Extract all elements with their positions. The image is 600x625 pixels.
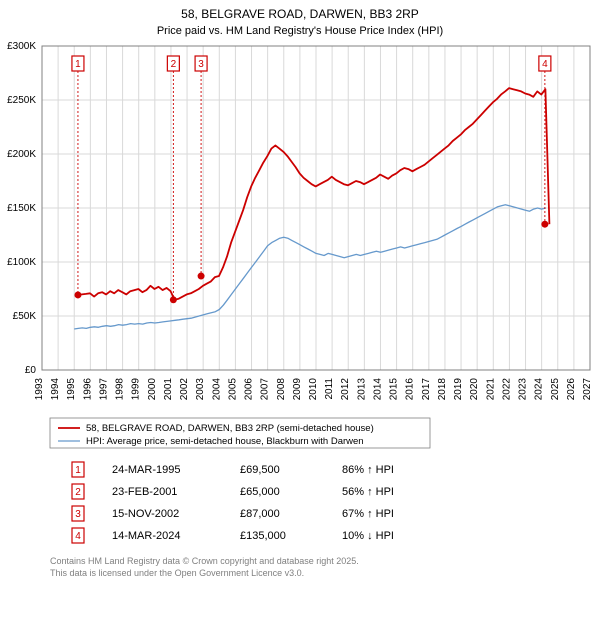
x-tick-label: 1995 bbox=[66, 378, 77, 401]
x-tick-label: 2017 bbox=[421, 378, 432, 401]
x-tick-label: 1998 bbox=[115, 378, 126, 401]
svg-text:3: 3 bbox=[198, 59, 204, 70]
y-tick-label: £200K bbox=[7, 149, 36, 160]
x-tick-label: 2024 bbox=[534, 378, 545, 401]
event-pct: 67% ↑ HPI bbox=[342, 508, 394, 520]
x-tick-label: 2011 bbox=[324, 378, 335, 400]
footer-line: This data is licensed under the Open Gov… bbox=[50, 568, 304, 578]
event-price: £87,000 bbox=[240, 508, 280, 520]
x-tick-label: 2007 bbox=[260, 378, 271, 401]
svg-text:2: 2 bbox=[171, 59, 177, 70]
x-tick-label: 2014 bbox=[372, 378, 383, 401]
chart-title: 58, BELGRAVE ROAD, DARWEN, BB3 2RP bbox=[181, 7, 419, 21]
x-tick-label: 2009 bbox=[292, 378, 303, 401]
x-tick-label: 2003 bbox=[195, 378, 206, 401]
x-tick-label: 2021 bbox=[485, 378, 496, 401]
x-tick-label: 1996 bbox=[82, 378, 93, 401]
x-tick-label: 2004 bbox=[211, 378, 222, 401]
event-pct: 86% ↑ HPI bbox=[342, 464, 394, 476]
x-tick-label: 1993 bbox=[34, 378, 45, 401]
svg-text:3: 3 bbox=[75, 509, 81, 520]
x-tick-label: 2001 bbox=[163, 378, 174, 401]
x-tick-label: 1999 bbox=[131, 378, 142, 401]
y-tick-label: £300K bbox=[7, 41, 36, 52]
y-tick-label: £50K bbox=[13, 311, 37, 322]
svg-text:1: 1 bbox=[75, 465, 81, 476]
x-tick-label: 2020 bbox=[469, 378, 480, 401]
x-tick-label: 2000 bbox=[147, 378, 158, 401]
event-pct: 10% ↓ HPI bbox=[342, 530, 394, 542]
x-tick-label: 2018 bbox=[437, 378, 448, 401]
x-tick-label: 2016 bbox=[405, 378, 416, 401]
svg-text:2: 2 bbox=[75, 487, 81, 498]
x-tick-label: 2006 bbox=[244, 378, 255, 401]
event-date: 24-MAR-1995 bbox=[112, 464, 180, 476]
event-price: £69,500 bbox=[240, 464, 280, 476]
y-tick-label: £250K bbox=[7, 95, 36, 106]
x-tick-label: 2026 bbox=[566, 378, 577, 401]
x-tick-label: 2002 bbox=[179, 378, 190, 401]
event-date: 23-FEB-2001 bbox=[112, 486, 177, 498]
price-dot bbox=[541, 221, 548, 228]
x-tick-label: 2008 bbox=[276, 378, 287, 401]
y-tick-label: £0 bbox=[25, 365, 37, 376]
footer-line: Contains HM Land Registry data © Crown c… bbox=[50, 556, 359, 566]
event-date: 14-MAR-2024 bbox=[112, 530, 180, 542]
event-pct: 56% ↑ HPI bbox=[342, 486, 394, 498]
svg-text:4: 4 bbox=[542, 59, 548, 70]
svg-text:4: 4 bbox=[75, 531, 81, 542]
x-tick-label: 2015 bbox=[389, 378, 400, 401]
x-tick-label: 2027 bbox=[582, 378, 593, 401]
legend-label: 58, BELGRAVE ROAD, DARWEN, BB3 2RP (semi… bbox=[86, 423, 374, 434]
x-tick-label: 1997 bbox=[98, 378, 109, 401]
legend-label: HPI: Average price, semi-detached house,… bbox=[86, 436, 364, 447]
x-tick-label: 2012 bbox=[340, 378, 351, 401]
x-tick-label: 2005 bbox=[227, 378, 238, 401]
x-tick-label: 1994 bbox=[50, 378, 61, 401]
svg-text:1: 1 bbox=[75, 59, 81, 70]
price-dot bbox=[198, 273, 205, 280]
x-tick-label: 2010 bbox=[308, 378, 319, 401]
x-tick-label: 2025 bbox=[550, 378, 561, 401]
x-tick-label: 2019 bbox=[453, 378, 464, 401]
x-tick-label: 2023 bbox=[518, 378, 529, 401]
y-tick-label: £150K bbox=[7, 203, 36, 214]
y-tick-label: £100K bbox=[7, 257, 36, 268]
price-dot bbox=[170, 296, 177, 303]
price-chart: 58, BELGRAVE ROAD, DARWEN, BB3 2RP Price … bbox=[0, 0, 600, 620]
x-tick-label: 2013 bbox=[356, 378, 367, 401]
event-price: £135,000 bbox=[240, 530, 286, 542]
price-dot bbox=[74, 291, 81, 298]
chart-subtitle: Price paid vs. HM Land Registry's House … bbox=[157, 25, 443, 37]
event-date: 15-NOV-2002 bbox=[112, 508, 179, 520]
x-tick-label: 2022 bbox=[501, 378, 512, 401]
event-price: £65,000 bbox=[240, 486, 280, 498]
